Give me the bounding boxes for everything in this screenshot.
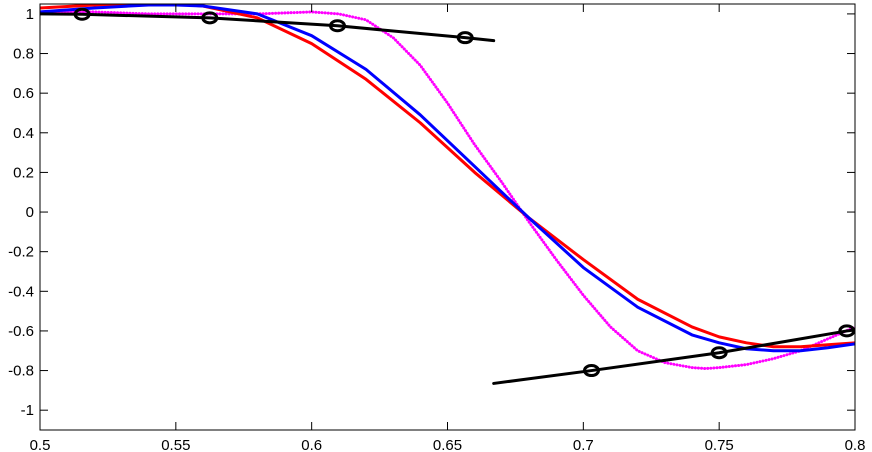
y-tick-label: -0.8 [8,363,34,380]
y-tick-label: 0.2 [13,164,34,181]
y-tick-label: -0.2 [8,244,34,261]
series-line-2 [40,4,855,353]
x-tick-label: 0.55 [161,437,190,452]
y-tick-label: -1 [21,402,34,419]
x-tick-label: 0.75 [705,437,734,452]
series-marker [582,364,600,378]
series-2 [40,4,855,353]
x-tick-label: 0.5 [30,437,51,452]
x-tick-label: 0.6 [301,437,322,452]
series-line-4 [492,328,855,385]
series-marker [201,11,219,25]
y-tick-label: -0.6 [8,323,34,340]
x-tick-label: 0.7 [573,437,594,452]
series-line-0 [40,10,855,371]
series-1 [40,4,855,349]
series-marker [456,31,474,45]
x-axis: 0.5 0.55 0.6 0.65 0.7 0.75 0.8 [30,4,866,452]
x-tick-label: 0.8 [845,437,866,452]
y-tick-label: 0.6 [13,85,34,102]
y-tick-label: 0.8 [13,46,34,63]
y-tick-label: -0.4 [8,283,34,300]
y-axis: 1 0.8 0.6 0.4 0.2 0 -0.2 -0.4 -0.6 -0.8 -1 [8,6,855,419]
x-tick-label: 0.65 [433,437,462,452]
series-line-1 [40,4,855,349]
series-3 [40,7,496,45]
y-tick-label: 0.4 [13,125,34,142]
series-0 [40,10,855,371]
y-tick-label: 0 [26,204,34,221]
series-4 [492,324,855,385]
series-marker [73,7,91,21]
series-layer [40,4,855,385]
series-marker [328,19,346,33]
y-tick-label: 1 [26,6,34,23]
series-marker [710,346,728,360]
